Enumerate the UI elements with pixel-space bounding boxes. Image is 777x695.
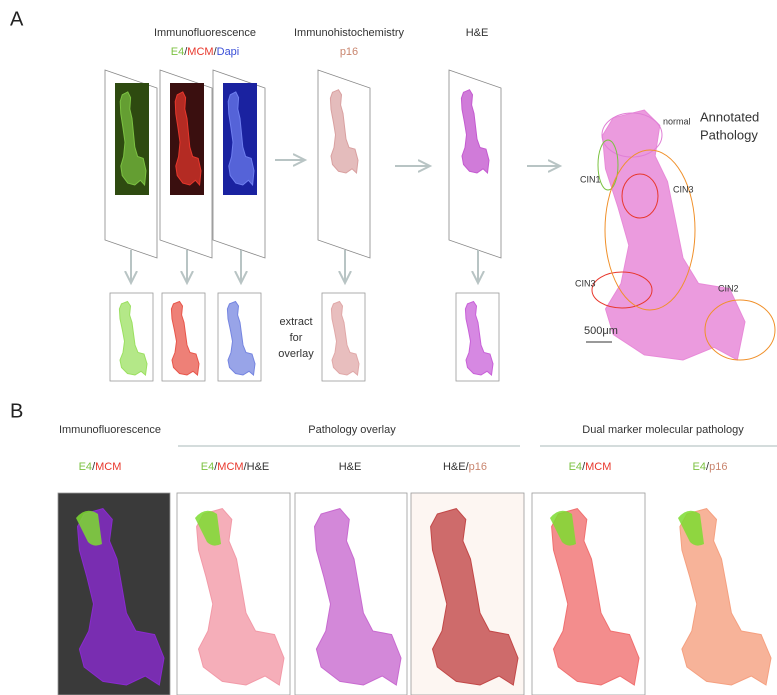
annotated-title: Annotated bbox=[700, 109, 759, 124]
label-part: E4 bbox=[201, 461, 214, 473]
panel-letter: A bbox=[10, 8, 24, 30]
label-part: E4 bbox=[171, 46, 184, 58]
label-part: E4 bbox=[569, 461, 582, 473]
group-title: Immunofluorescence bbox=[59, 424, 161, 436]
label-part: H&E bbox=[339, 461, 362, 473]
annotation-label: normal bbox=[663, 116, 691, 126]
annotation-label: CIN3 bbox=[575, 278, 596, 288]
column-label: H&E/p16 bbox=[443, 461, 487, 473]
extract-label: for bbox=[290, 332, 303, 344]
annotated-title: Pathology bbox=[700, 127, 758, 142]
scale-bar-label: 500μm bbox=[584, 325, 618, 337]
label-part: p16 bbox=[709, 461, 727, 473]
label-part: MCM bbox=[187, 46, 213, 58]
label-part: Dapi bbox=[217, 46, 240, 58]
group-title: Dual marker molecular pathology bbox=[582, 424, 744, 436]
stain-label: p16 bbox=[340, 46, 358, 58]
annotation-label: CIN1 bbox=[580, 174, 601, 184]
column-title: H&E bbox=[466, 27, 489, 39]
figure: A Immunofluorescence E4/MCM/Dapi Immunohist… bbox=[0, 0, 777, 695]
extract-label: extract bbox=[279, 316, 312, 328]
label-part: E4 bbox=[693, 461, 706, 473]
column-label: H&E bbox=[339, 461, 362, 473]
column-label: E4/MCM bbox=[569, 461, 612, 473]
extract-label: overlay bbox=[278, 348, 314, 360]
column-title: Immunohistochemistry bbox=[294, 27, 405, 39]
label-part: MCM bbox=[217, 461, 243, 473]
annotation-label: CIN2 bbox=[718, 283, 739, 293]
content: A Immunofluorescence E4/MCM/Dapi Immunohist… bbox=[10, 8, 777, 695]
label-part: E4 bbox=[79, 461, 92, 473]
label-part: H&E/ bbox=[443, 461, 470, 473]
column-title: Immunofluorescence bbox=[154, 27, 256, 39]
stain-label: E4/MCM/Dapi bbox=[171, 46, 240, 58]
label-part: MCM bbox=[95, 461, 121, 473]
column-label: E4/MCM bbox=[79, 461, 122, 473]
panel-letter: B bbox=[10, 400, 23, 422]
column-label: E4/MCM/H&E bbox=[201, 461, 270, 473]
label-part: MCM bbox=[585, 461, 611, 473]
annotation-label: CIN3 bbox=[673, 184, 694, 194]
column-label: E4/p16 bbox=[693, 461, 728, 473]
label-part: p16 bbox=[340, 46, 358, 58]
group-title: Pathology overlay bbox=[308, 424, 396, 436]
tissue bbox=[602, 110, 745, 360]
label-part: p16 bbox=[469, 461, 487, 473]
label-part: /H&E bbox=[244, 461, 270, 473]
